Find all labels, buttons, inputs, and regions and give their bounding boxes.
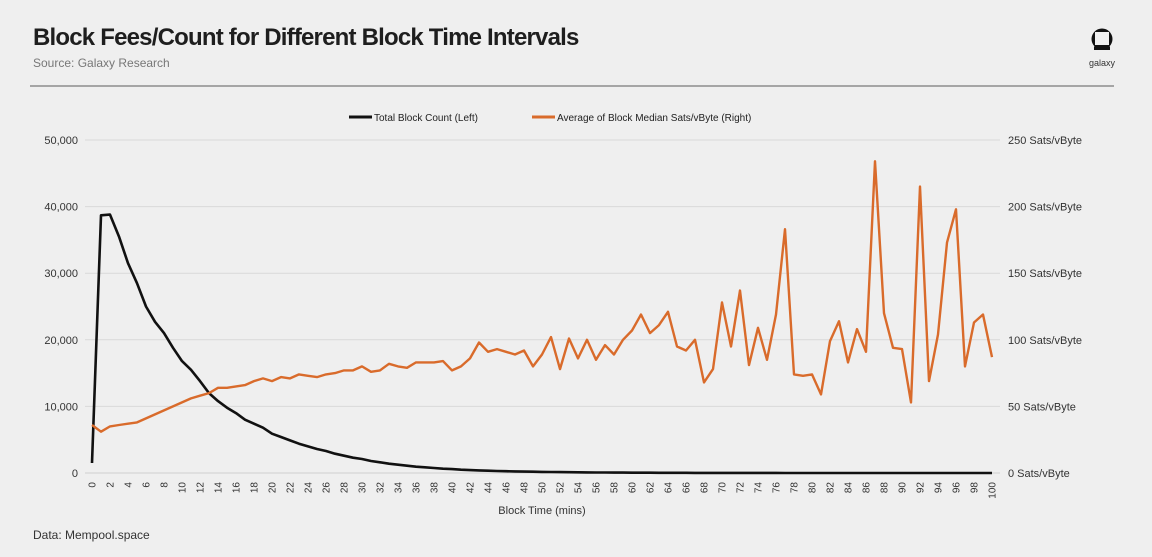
y-left-tick-label: 40,000 bbox=[44, 202, 78, 214]
x-tick-label: 68 bbox=[700, 482, 711, 494]
y-right-tick-label: 250 Sats/vByte bbox=[1008, 135, 1082, 147]
logo-text: galaxy bbox=[1088, 58, 1115, 68]
galaxy-logo: galaxy bbox=[1083, 28, 1121, 68]
y-right-tick-label: 0 Sats/vByte bbox=[1008, 468, 1070, 480]
page-subtitle: Source: Galaxy Research bbox=[33, 56, 170, 70]
x-tick-label: 86 bbox=[862, 482, 873, 494]
legend-label-block-count: Total Block Count (Left) bbox=[374, 113, 478, 124]
galaxy-logo-icon bbox=[1091, 28, 1113, 50]
x-tick-label: 50 bbox=[538, 482, 549, 494]
x-tick-label: 10 bbox=[178, 482, 189, 494]
x-tick-label: 92 bbox=[916, 482, 927, 494]
x-tick-label: 80 bbox=[808, 482, 819, 494]
x-tick-label: 96 bbox=[952, 482, 963, 494]
x-tick-label: 18 bbox=[250, 482, 261, 494]
x-tick-label: 16 bbox=[232, 482, 243, 494]
y-left-tick-label: 50,000 bbox=[44, 135, 78, 147]
x-tick-label: 30 bbox=[358, 482, 369, 494]
x-tick-label: 4 bbox=[124, 482, 135, 488]
x-tick-label: 66 bbox=[682, 482, 693, 494]
x-tick-label: 54 bbox=[574, 482, 585, 494]
legend: Total Block Count (Left) Average of Bloc… bbox=[349, 113, 751, 124]
x-tick-label: 56 bbox=[592, 482, 603, 494]
x-tick-label: 98 bbox=[970, 482, 981, 494]
x-tick-label: 74 bbox=[754, 482, 765, 494]
y-left-tick-label: 10,000 bbox=[44, 401, 78, 413]
series-lines bbox=[90, 160, 994, 475]
gridlines bbox=[85, 139, 1000, 474]
y-right-tick-label: 200 Sats/vByte bbox=[1008, 202, 1082, 214]
x-tick-label: 82 bbox=[826, 482, 837, 494]
y-left-tick-label: 30,000 bbox=[44, 268, 78, 280]
x-tick-label: 40 bbox=[448, 482, 459, 494]
x-tick-label: 22 bbox=[286, 482, 297, 494]
x-tick-label: 48 bbox=[520, 482, 531, 494]
x-tick-label: 78 bbox=[790, 482, 801, 494]
x-tick-label: 100 bbox=[988, 482, 999, 499]
y-right-tick-label: 150 Sats/vByte bbox=[1008, 268, 1082, 280]
y-right-tick-label: 100 Sats/vByte bbox=[1008, 335, 1082, 347]
x-tick-label: 38 bbox=[430, 482, 441, 494]
y-left-tick-label: 20,000 bbox=[44, 335, 78, 347]
x-tick-label: 64 bbox=[664, 482, 675, 494]
x-tick-label: 6 bbox=[142, 482, 153, 488]
x-tick-label: 12 bbox=[196, 482, 207, 494]
x-axis-title: Block Time (mins) bbox=[498, 505, 585, 517]
y-axis-right: 0 Sats/vByte 50 Sats/vByte 100 Sats/vByte 1… bbox=[1008, 135, 1082, 480]
x-tick-label: 42 bbox=[466, 482, 477, 494]
x-tick-label: 76 bbox=[772, 482, 783, 494]
legend-label-fee: Average of Block Median Sats/vByte (Righ… bbox=[557, 113, 751, 124]
x-tick-label: 88 bbox=[880, 482, 891, 494]
x-tick-label: 24 bbox=[304, 482, 315, 494]
x-tick-label: 62 bbox=[646, 482, 657, 494]
x-tick-label: 52 bbox=[556, 482, 567, 494]
data-source-note: Data: Mempool.space bbox=[33, 528, 150, 542]
page-title: Block Fees/Count for Different Block Tim… bbox=[33, 24, 579, 51]
x-tick-label: 90 bbox=[898, 482, 909, 494]
x-tick-label: 44 bbox=[484, 482, 495, 494]
y-left-tick-label: 0 bbox=[72, 468, 78, 480]
x-tick-label: 84 bbox=[844, 482, 855, 494]
x-tick-label: 36 bbox=[412, 482, 423, 494]
x-tick-label: 32 bbox=[376, 482, 387, 494]
x-tick-label: 34 bbox=[394, 482, 405, 494]
x-tick-label: 2 bbox=[106, 482, 117, 488]
y-axis-left: 0 10,000 20,000 30,000 40,000 50,000 bbox=[44, 135, 78, 480]
x-tick-label: 0 bbox=[88, 482, 99, 488]
x-tick-label: 70 bbox=[718, 482, 729, 494]
x-tick-label: 26 bbox=[322, 482, 333, 494]
series-line-block-count bbox=[90, 213, 992, 475]
x-tick-label: 8 bbox=[160, 482, 171, 488]
header-divider bbox=[30, 85, 1114, 87]
x-tick-label: 28 bbox=[340, 482, 351, 494]
x-tick-label: 72 bbox=[736, 482, 747, 494]
x-tick-label: 46 bbox=[502, 482, 513, 494]
y-right-tick-label: 50 Sats/vByte bbox=[1008, 401, 1076, 413]
x-tick-label: 58 bbox=[610, 482, 621, 494]
x-tick-label: 60 bbox=[628, 482, 639, 494]
x-tick-label: 14 bbox=[214, 482, 225, 494]
series-line-fee bbox=[91, 160, 994, 433]
x-tick-label: 94 bbox=[934, 482, 945, 494]
x-axis: 0 2 4 6 8 10 12 14 16 18 20 22 24 26 28 30 32 34 36 38 40 42 4… bbox=[88, 482, 999, 499]
x-tick-label: 20 bbox=[268, 482, 279, 494]
